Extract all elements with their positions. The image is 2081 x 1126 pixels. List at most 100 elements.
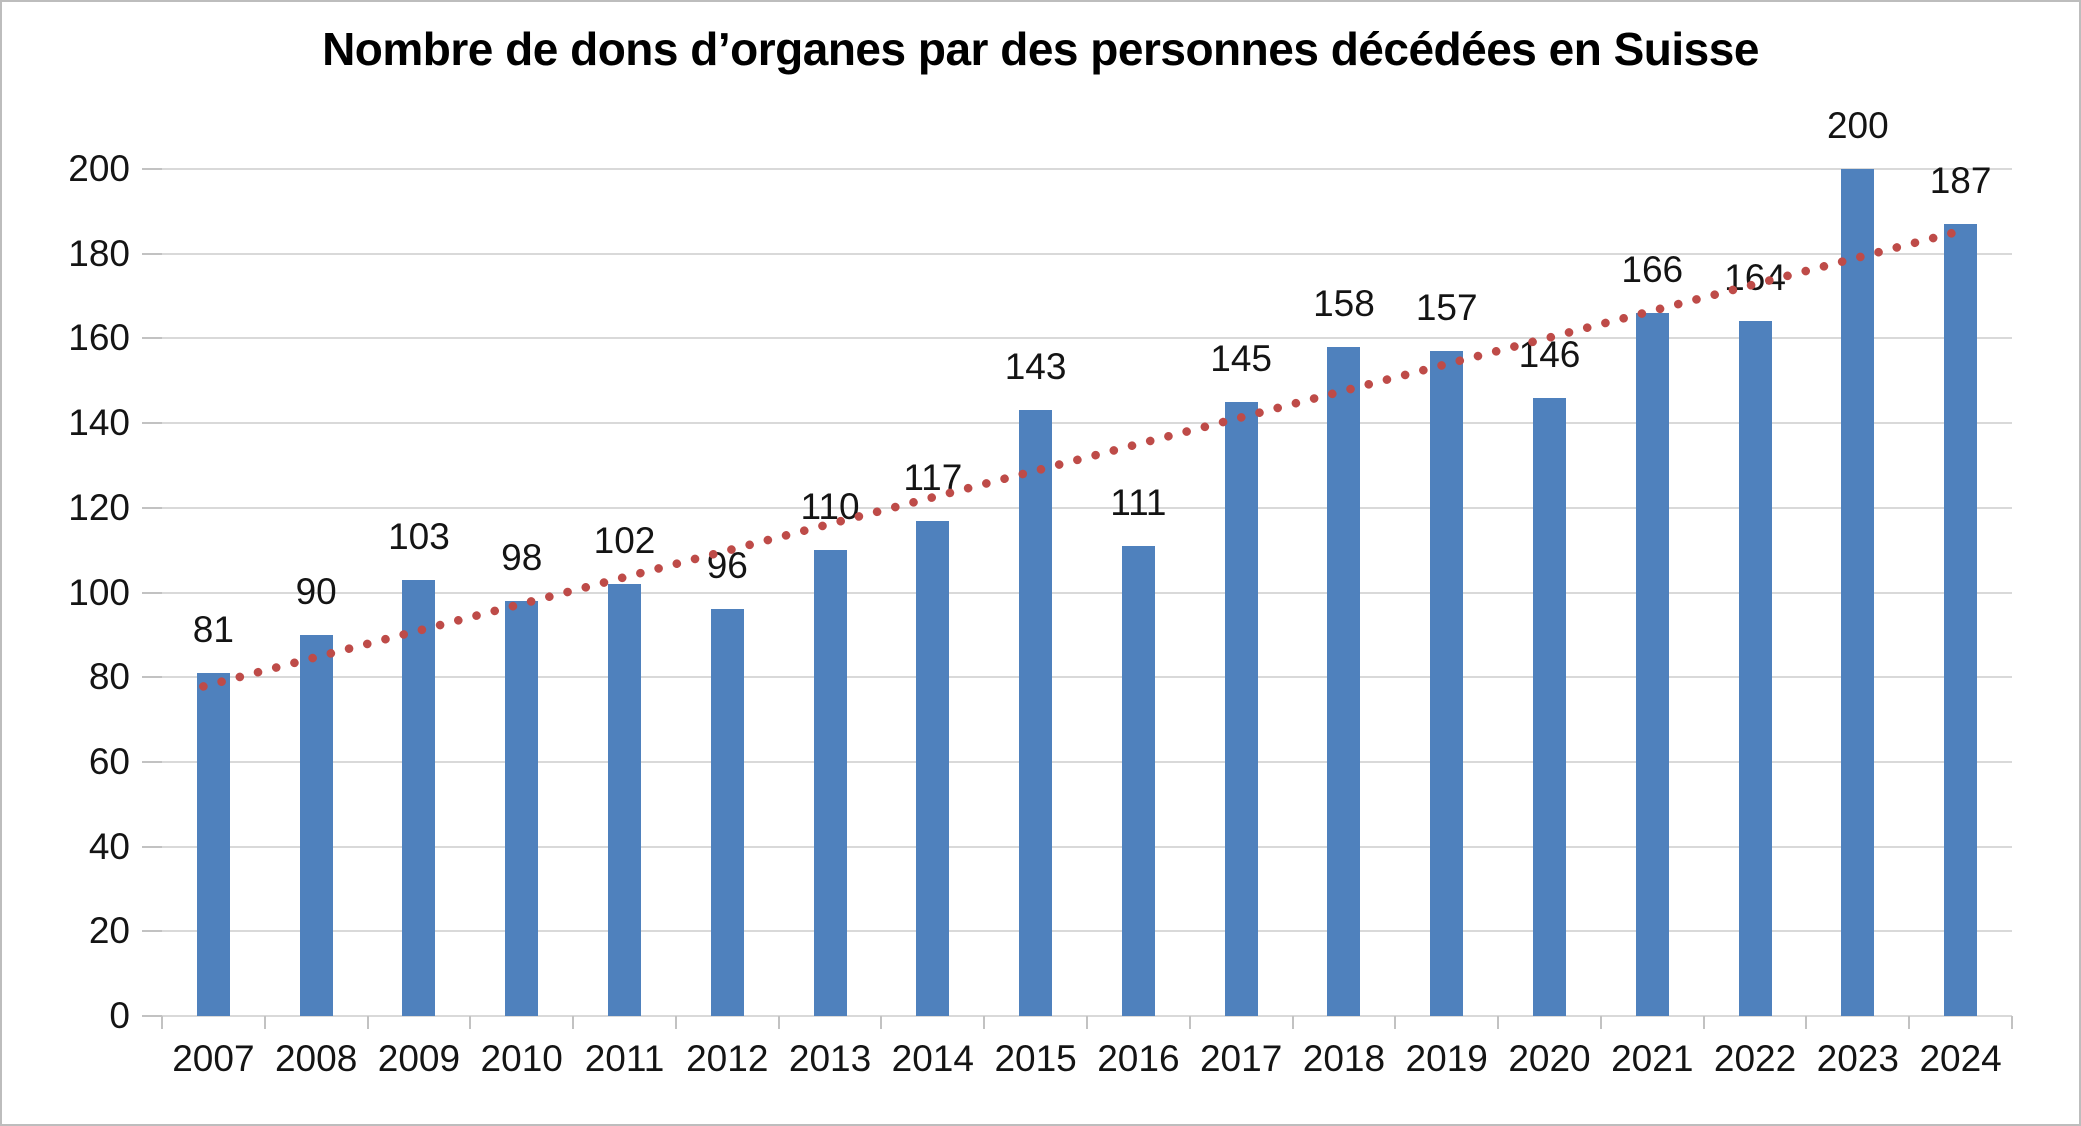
x-axis-label: 2021 [1611, 1038, 1694, 1079]
x-axis-tick [366, 1016, 369, 1029]
y-axis-label: 100 [68, 571, 130, 613]
x-axis-label: 2018 [1302, 1038, 1386, 1079]
y-axis-tick [142, 760, 162, 763]
bar [608, 584, 641, 1016]
y-axis-label: 200 [68, 148, 130, 189]
bar [1635, 312, 1669, 1016]
x-axis-tick [674, 1016, 677, 1029]
bar-value-label: 111 [1110, 481, 1167, 523]
bar-value-label: 103 [388, 515, 450, 557]
y-axis-label: 80 [88, 656, 130, 698]
y-axis-label: 40 [88, 825, 130, 867]
gridline [162, 760, 2012, 763]
x-axis-tick [469, 1016, 472, 1029]
bar-value-label: 166 [1621, 248, 1684, 290]
x-axis-tick [777, 1016, 780, 1029]
y-axis-label: 120 [68, 486, 130, 528]
x-axis-tick [880, 1016, 883, 1029]
bar [1224, 401, 1258, 1016]
x-axis-label: 2015 [994, 1038, 1077, 1079]
x-axis-tick [1394, 1016, 1397, 1029]
gridline [162, 252, 2012, 255]
x-axis-label: 2012 [686, 1038, 769, 1079]
x-axis-tick [1188, 1016, 1191, 1029]
y-axis-label: 140 [68, 402, 130, 444]
bar-value-label: 110 [800, 486, 860, 528]
bar-value-label: 157 [1415, 287, 1478, 329]
trendline-path [199, 226, 1967, 691]
gridline [162, 337, 2012, 340]
y-axis-label: 160 [68, 317, 130, 359]
bar [402, 579, 436, 1016]
x-axis-tick [1497, 1016, 1500, 1029]
x-axis-tick [1599, 1016, 1602, 1029]
gridline [162, 845, 2012, 848]
bar-value-label: 145 [1210, 337, 1273, 379]
y-axis-tick [142, 168, 162, 170]
y-axis-tick [142, 337, 162, 340]
x-axis-label: 2016 [1097, 1038, 1180, 1079]
x-axis-label: 2007 [172, 1038, 255, 1079]
x-axis-label: 2014 [891, 1038, 974, 1079]
bar [1430, 351, 1464, 1016]
x-axis-tick [1291, 1016, 1294, 1029]
bar [196, 672, 230, 1016]
bar-value-label: 81 [192, 608, 234, 650]
bar [1327, 346, 1361, 1016]
x-axis-label: 2024 [1919, 1038, 2002, 1079]
y-axis-label: 20 [88, 910, 130, 952]
gridline [162, 676, 2012, 679]
y-axis-label: 180 [68, 232, 130, 274]
bar [299, 634, 333, 1016]
x-axis-tick [263, 1016, 266, 1029]
x-axis-label: 2022 [1713, 1038, 1797, 1079]
x-axis-label: 2009 [377, 1038, 461, 1079]
bar [813, 550, 847, 1016]
y-axis-tick [142, 845, 162, 848]
y-axis-tick [142, 422, 162, 425]
gridline [162, 168, 2012, 170]
bar-value-label: 158 [1313, 282, 1375, 324]
y-axis-tick [142, 252, 162, 255]
bar-value-label: 90 [295, 570, 337, 612]
bar-value-label: 98 [501, 536, 543, 578]
bar [710, 609, 744, 1016]
x-axis-label: 2017 [1199, 1038, 1283, 1079]
x-axis-label: 2011 [584, 1038, 665, 1079]
bar [1944, 224, 1978, 1016]
bar-value-label: 143 [1004, 346, 1067, 388]
gridline [162, 422, 2012, 425]
y-axis-label: 0 [109, 995, 130, 1036]
bar-value-label: 102 [593, 520, 656, 562]
bar [505, 600, 539, 1016]
y-axis-tick [142, 676, 162, 679]
y-axis-tick [142, 1015, 162, 1017]
x-axis-label: 2008 [274, 1038, 358, 1079]
bar [1019, 410, 1053, 1016]
y-axis-tick [142, 930, 162, 933]
x-axis-tick [1805, 1016, 1808, 1029]
y-axis-tick [142, 591, 162, 594]
x-axis-label: 2019 [1405, 1038, 1488, 1079]
x-axis-tick [572, 1016, 575, 1029]
y-axis-label: 60 [88, 740, 130, 782]
x-axis-tick [1908, 1016, 1911, 1029]
x-axis-label: 2023 [1816, 1038, 1899, 1079]
bar [916, 520, 950, 1016]
x-axis-label: 2013 [788, 1038, 872, 1079]
x-axis-label: 2020 [1508, 1038, 1591, 1079]
x-axis-tick [983, 1016, 986, 1029]
gridline [162, 930, 2012, 933]
bar [1533, 397, 1566, 1016]
x-axis-tick [161, 1016, 163, 1029]
x-axis-tick [1702, 1016, 1705, 1029]
bar [1121, 545, 1155, 1016]
y-axis-tick [142, 506, 162, 509]
x-axis-tick [1086, 1016, 1088, 1029]
bar [1841, 169, 1875, 1016]
gridline [162, 591, 2012, 594]
chart-title: Nombre de dons d’organes par des personn… [322, 23, 1759, 75]
